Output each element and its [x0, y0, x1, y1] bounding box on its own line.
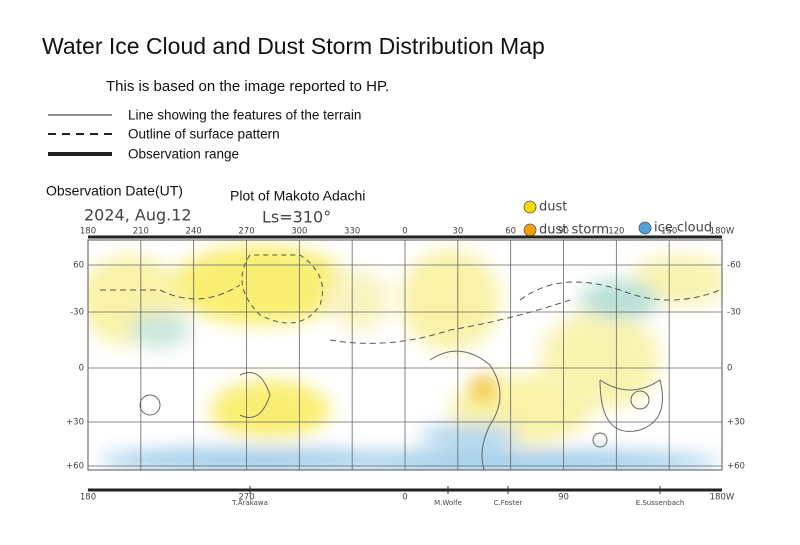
color-swatch — [523, 223, 537, 237]
bottom-longitude-label: 270 — [238, 493, 254, 503]
color-swatch — [523, 200, 537, 214]
map-colors — [88, 245, 722, 470]
longitude-label: 330 — [344, 227, 360, 237]
legend-label: Observation range — [128, 147, 239, 162]
longitude-label: 120 — [608, 227, 624, 237]
bottom-longitude-label: 0 — [402, 493, 407, 503]
observer-name: T.Arakawa — [231, 499, 268, 507]
latitude-label: +60 — [727, 462, 745, 472]
bottom-longitude-label: 180 — [80, 493, 96, 503]
color-label: dust storm — [539, 223, 609, 238]
observer-name: C.Foster — [494, 499, 523, 507]
color-label: dust — [539, 200, 567, 215]
latitude-label: -30 — [70, 308, 84, 318]
subtitle: This is based on the image reported to H… — [106, 78, 389, 95]
color-legend: dust dust storm ice cloud — [523, 200, 712, 238]
latitude-label: -30 — [727, 308, 741, 318]
color-label: ice cloud — [654, 221, 712, 236]
longitude-label: 210 — [133, 227, 149, 237]
legend-label: Outline of surface pattern — [128, 127, 280, 142]
longitude-label: 30 — [452, 227, 463, 237]
latitude-label: 0 — [727, 364, 732, 374]
plot-label: Plot of Makoto Adachi — [230, 188, 365, 204]
color-swatch — [638, 221, 652, 235]
longitude-label: 60 — [505, 227, 516, 237]
longitude-label: 90 — [558, 227, 569, 237]
latitude-label: 0 — [79, 364, 84, 374]
latitude-label: -60 — [727, 261, 741, 271]
latitude-label: +30 — [66, 418, 84, 428]
latitude-label: +60 — [66, 462, 84, 472]
bottom-longitude-label: 180W — [710, 493, 735, 503]
observer-name: E.Sussenbach — [636, 499, 685, 507]
bottom-longitude-label: 90 — [558, 493, 569, 503]
title: Water Ice Cloud and Dust Storm Distribut… — [42, 33, 545, 59]
longitude-label: 240 — [186, 227, 202, 237]
latitude-label: +30 — [727, 418, 745, 428]
longitude-label: 0 — [402, 227, 407, 237]
longitude-label: 180W — [710, 227, 735, 237]
longitude-label: 270 — [238, 227, 254, 237]
observer-name: M.Wolfe — [434, 499, 462, 507]
date-label: Observation Date(UT) — [46, 183, 183, 199]
longitude-label: 180 — [80, 227, 96, 237]
legend-label: Line showing the features of the terrain — [128, 108, 361, 123]
latitude-label: 60 — [73, 261, 84, 271]
date: 2024, Aug.12 — [84, 206, 192, 225]
longitude-label: 150 — [661, 227, 677, 237]
ls: Ls=310° — [262, 208, 331, 227]
longitude-label: 300 — [291, 227, 307, 237]
